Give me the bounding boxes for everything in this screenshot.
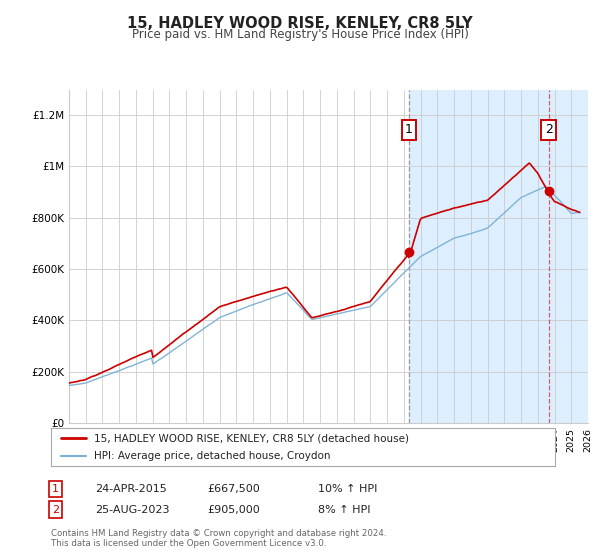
Text: 25-AUG-2023: 25-AUG-2023 xyxy=(95,505,169,515)
Text: Price paid vs. HM Land Registry's House Price Index (HPI): Price paid vs. HM Land Registry's House … xyxy=(131,28,469,41)
Text: This data is licensed under the Open Government Licence v3.0.: This data is licensed under the Open Gov… xyxy=(51,539,326,548)
Text: 10% ↑ HPI: 10% ↑ HPI xyxy=(318,484,377,494)
Text: 15, HADLEY WOOD RISE, KENLEY, CR8 5LY: 15, HADLEY WOOD RISE, KENLEY, CR8 5LY xyxy=(127,16,473,31)
Text: Contains HM Land Registry data © Crown copyright and database right 2024.: Contains HM Land Registry data © Crown c… xyxy=(51,529,386,538)
Text: 2: 2 xyxy=(545,123,553,136)
Text: 15, HADLEY WOOD RISE, KENLEY, CR8 5LY (detached house): 15, HADLEY WOOD RISE, KENLEY, CR8 5LY (d… xyxy=(94,433,409,443)
Text: 1: 1 xyxy=(405,123,413,136)
Text: HPI: Average price, detached house, Croydon: HPI: Average price, detached house, Croy… xyxy=(94,451,331,461)
Text: 24-APR-2015: 24-APR-2015 xyxy=(95,484,167,494)
Text: 1: 1 xyxy=(52,484,59,494)
Text: £905,000: £905,000 xyxy=(207,505,260,515)
Text: 8% ↑ HPI: 8% ↑ HPI xyxy=(318,505,371,515)
Text: 2: 2 xyxy=(52,505,59,515)
Bar xyxy=(409,90,588,423)
Text: £667,500: £667,500 xyxy=(207,484,260,494)
